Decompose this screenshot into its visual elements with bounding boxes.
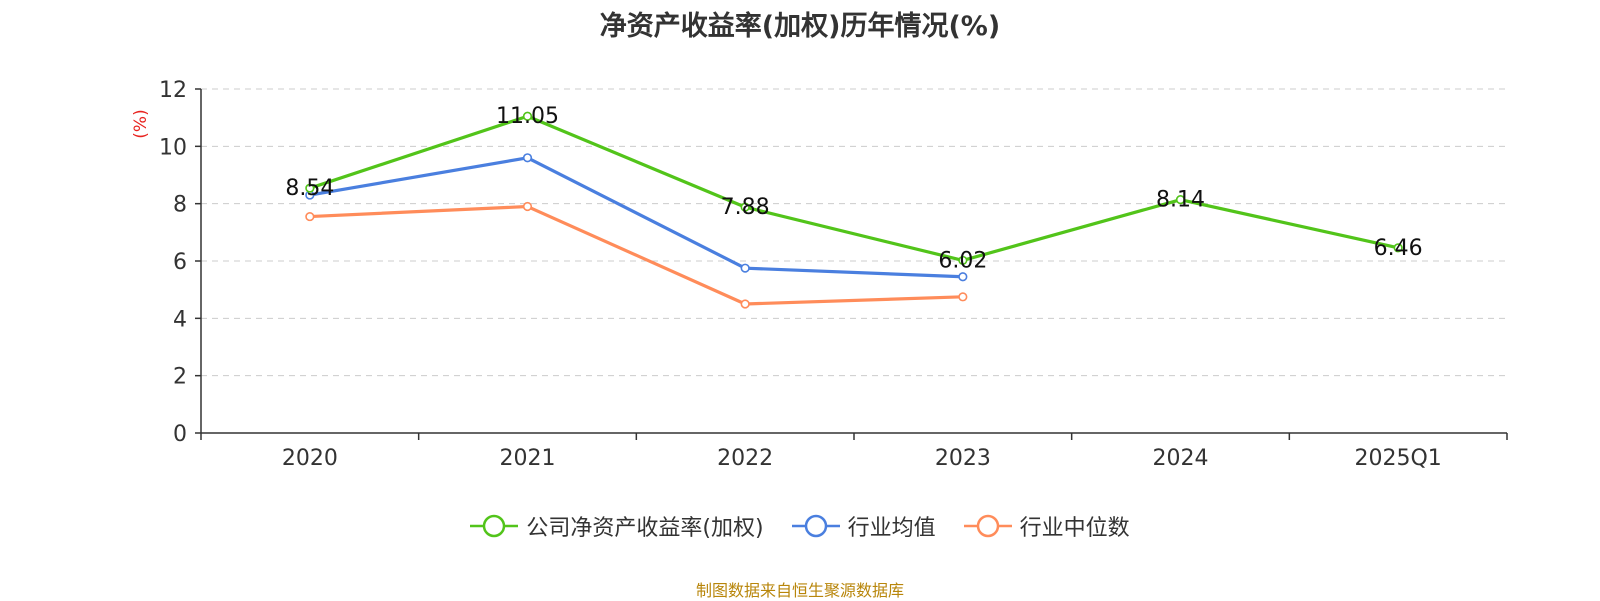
y-tick-label: 12	[159, 78, 187, 103]
legend-item[interactable]: 公司净资产收益率(加权)	[470, 510, 764, 542]
data-point[interactable]	[740, 299, 750, 309]
data-label: 6.02	[938, 248, 987, 273]
series-lines	[305, 111, 1403, 309]
data-point[interactable]	[305, 211, 315, 222]
grid-lines	[201, 88, 1507, 377]
series-line	[309, 204, 963, 306]
data-labels: 8.54 11.05 7.88 6.02 8.14 6.46	[285, 104, 1422, 273]
series-line	[309, 156, 963, 279]
data-point[interactable]	[1393, 243, 1403, 253]
chart-title: 净资产收益率(加权)历年情况(%)	[599, 11, 1001, 42]
data-point[interactable]	[740, 263, 750, 273]
y-axis-label: (%)	[131, 109, 151, 138]
legend: 公司净资产收益率(加权) 行业均值 行业中位数	[0, 510, 1600, 542]
data-label: 11.05	[496, 104, 559, 129]
legend-label: 行业中位数	[1019, 516, 1130, 541]
y-tick-label: 2	[173, 365, 187, 390]
data-point[interactable]	[958, 272, 968, 282]
data-point[interactable]	[958, 255, 968, 266]
axes: 0 2 4 6 8 10 12 2020 2021 2022 2023 2024 2025Q1	[159, 78, 1508, 471]
y-tick-label: 10	[159, 135, 187, 160]
legend-label: 公司净资产收益率(加权)	[526, 516, 764, 541]
y-tick-label: 0	[173, 422, 187, 447]
data-point[interactable]	[958, 292, 968, 302]
legend-marker-icon	[791, 514, 840, 538]
legend-marker-icon	[470, 514, 519, 538]
data-label: 7.88	[721, 195, 770, 220]
y-tick-label: 8	[173, 193, 187, 218]
legend-item[interactable]: 行业中位数	[963, 510, 1130, 542]
line-chart: 0 2 4 6 8 10 12 2020 2021 2022 2023 2024 2025Q1 8.54…	[131, 78, 1508, 471]
data-label: 6.46	[1374, 236, 1423, 261]
x-tick-label: 2024	[1153, 446, 1209, 471]
legend-marker-icon	[963, 514, 1012, 538]
y-tick-label: 6	[173, 250, 187, 275]
data-point[interactable]	[522, 153, 533, 163]
x-tick-label: 2021	[500, 446, 556, 471]
y-tick-label: 4	[173, 307, 187, 332]
x-tick-label: 2020	[282, 446, 338, 471]
x-tick-label: 2023	[935, 446, 991, 471]
data-label: 8.14	[1156, 188, 1205, 213]
series-line	[309, 114, 1399, 263]
x-tick-label: 2025Q1	[1355, 446, 1442, 471]
legend-item[interactable]: 行业均值	[791, 510, 936, 542]
legend-label: 行业均值	[847, 516, 936, 541]
data-point[interactable]	[305, 183, 315, 193]
data-point[interactable]	[522, 111, 533, 121]
source-note: 制图数据来自恒生聚源数据库	[695, 581, 904, 600]
data-label: 8.54	[285, 176, 334, 201]
data-point[interactable]	[740, 202, 750, 212]
data-point[interactable]	[522, 201, 533, 212]
data-point[interactable]	[1175, 195, 1186, 205]
x-tick-label: 2022	[717, 446, 773, 471]
